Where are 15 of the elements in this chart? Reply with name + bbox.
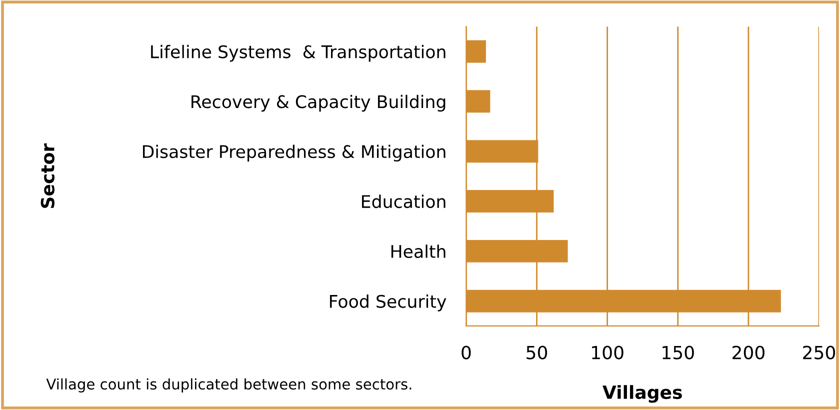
x-tick-label: 50 <box>526 346 548 360</box>
x-tick-label: 100 <box>592 346 624 360</box>
y-tick-label: Food Security <box>330 294 446 312</box>
x-axis-title: Villages <box>602 385 682 403</box>
text: Village count is duplicated between some sectors. <box>46 378 412 392</box>
x-tick-label: 200 <box>732 346 764 360</box>
x-tick-label: 0 <box>462 346 471 360</box>
x-tick-label: 150 <box>662 346 694 360</box>
y-tick-label: Recovery & Capacity Building <box>192 94 446 112</box>
y-tick-label: Disaster Preparedness & Mitigation <box>143 144 446 162</box>
x-tick-label: 250 <box>803 346 836 360</box>
y-axis-title: Sector <box>40 143 54 208</box>
y-tick-label: Health <box>391 244 446 258</box>
y-tick-label: Lifeline Systems & Transportation <box>151 44 446 62</box>
y-tick-label: Education <box>362 194 446 208</box>
